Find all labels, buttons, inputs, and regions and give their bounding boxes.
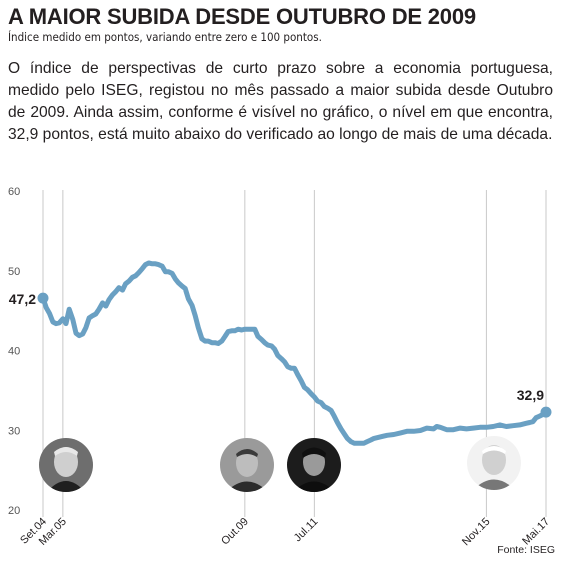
y-axis-ticks: 20 30 40 50 60: [8, 186, 20, 517]
y-tick-label: 20: [8, 505, 20, 517]
y-tick-label: 60: [8, 186, 20, 198]
annotation-label: 32,9: [517, 387, 544, 403]
avatar-portrait: [287, 438, 341, 492]
annotations: 47,2 32,9: [9, 291, 544, 403]
y-tick-label: 30: [8, 425, 20, 437]
y-tick-label: 40: [8, 346, 20, 358]
avatar-portrait: [220, 438, 274, 492]
y-tick-label: 50: [8, 266, 20, 278]
endpoint-marker: [37, 292, 49, 304]
x-tick-label: Out.09: [219, 516, 251, 548]
annotation-label: 47,2: [9, 291, 36, 307]
avatar-portrait: [39, 438, 93, 492]
series-line: [40, 260, 549, 446]
chart-subtitle: Índice medido em pontos, variando entre …: [8, 30, 322, 44]
avatar-portrait: [467, 436, 521, 490]
source-note: Fonte: ISEG: [497, 544, 555, 556]
endpoint-marker: [540, 406, 552, 418]
x-tick-label: Jul.11: [292, 516, 321, 545]
endpoint-markers: [37, 292, 552, 418]
x-tick-label: Mai.17: [520, 516, 552, 548]
article-paragraph: O índice de perspectivas de curto prazo …: [8, 60, 553, 143]
chart-title: A MAIOR SUBIDA DESDE OUTUBRO DE 2009: [8, 4, 476, 29]
x-tick-label: Nov.15: [460, 516, 493, 548]
